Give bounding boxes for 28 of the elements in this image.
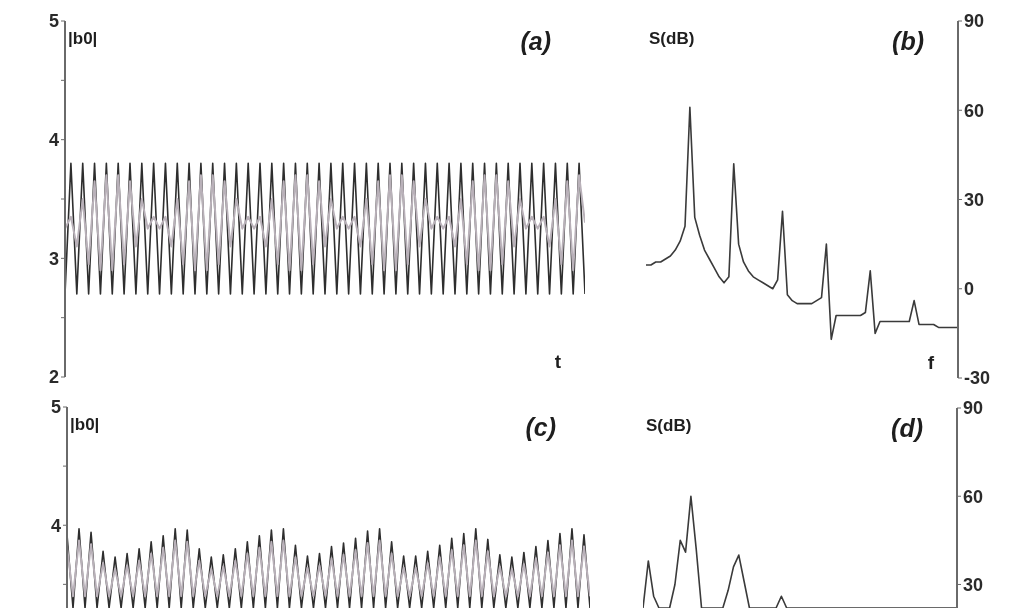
y-tick-label: -30 — [964, 368, 991, 389]
y-tick-label: 30 — [964, 189, 985, 210]
y-tick-label: 0 — [964, 279, 975, 300]
y-tick-label: 3 — [48, 248, 59, 269]
line-series — [643, 495, 957, 608]
y-axis-title: S(dB) — [649, 29, 695, 49]
chart-title: (c) — [525, 413, 556, 442]
chart-title: (b) — [892, 27, 924, 56]
y-tick-label: 5 — [48, 11, 59, 32]
y-tick-label: 90 — [964, 11, 985, 32]
y-tick-label: 60 — [964, 100, 985, 121]
y-axis-title: S(dB) — [646, 416, 692, 436]
chart-title: (d) — [891, 414, 923, 443]
y-axis-title: |b0| — [68, 29, 98, 49]
y-tick-label: 4 — [48, 130, 59, 151]
y-tick-label: 60 — [963, 486, 984, 507]
y-tick-label: 30 — [963, 574, 984, 595]
line-series — [67, 539, 590, 598]
y-tick-label: 90 — [963, 398, 984, 419]
line-series — [65, 174, 585, 272]
y-axis-title: |b0| — [70, 415, 100, 435]
y-tick-label: 4 — [50, 515, 61, 536]
x-axis-title: f — [927, 352, 934, 374]
y-tick-label: 2 — [48, 367, 59, 388]
chart-title: (a) — [520, 27, 551, 56]
line-series — [646, 106, 958, 341]
y-tick-label: 5 — [50, 397, 61, 418]
x-axis-title: t — [554, 351, 561, 373]
